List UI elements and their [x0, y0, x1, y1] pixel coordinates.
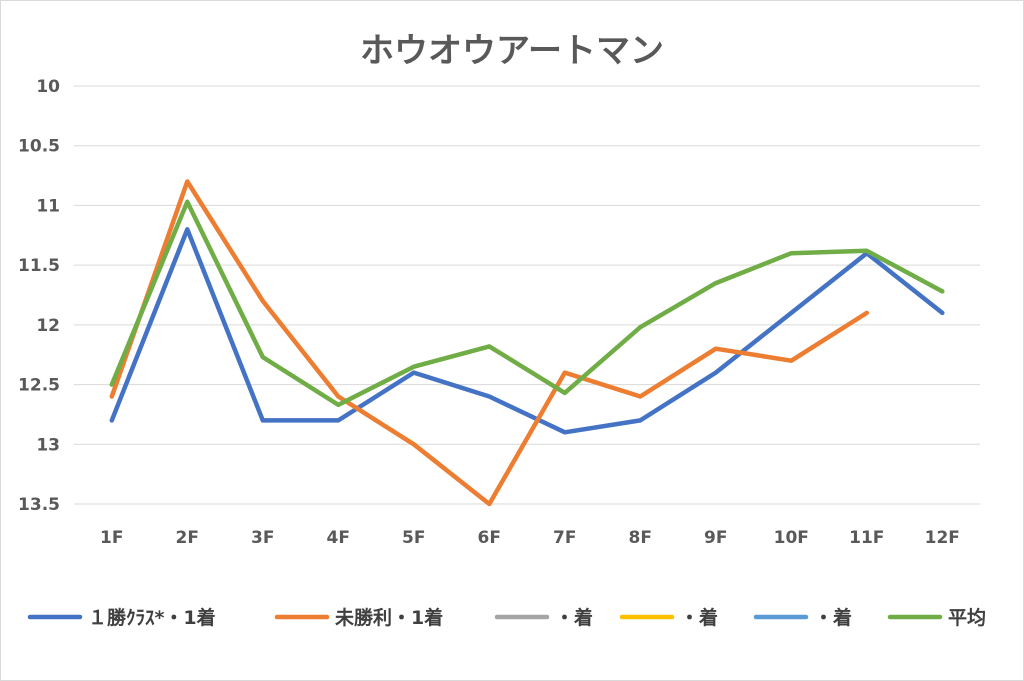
- legend-label-2: ・着: [555, 606, 593, 629]
- series-line-0: [109, 227, 945, 435]
- y-tick-label: 12.5: [18, 376, 60, 396]
- x-tick-label: 9F: [704, 528, 727, 548]
- legend-label-1: 未勝利・1着: [334, 606, 443, 629]
- x-tick-label: 12F: [925, 528, 960, 548]
- chart-title: ホウオウアートマン: [360, 31, 664, 71]
- x-axis-ticks: 1F 2F 3F 4F 5F 6F 7F 8F 9F 10F 11F 12F: [100, 528, 960, 548]
- legend-label-5: 平均: [948, 606, 986, 629]
- series-line-5: [109, 199, 945, 408]
- y-axis-ticks: 10 10.5 11 11.5 12 12.5 13 13.5: [18, 77, 60, 515]
- series-lines: [109, 179, 945, 507]
- series-line-1: [109, 179, 870, 507]
- x-tick-label: 2F: [176, 528, 199, 548]
- x-tick-label: 10F: [774, 528, 809, 548]
- x-tick-label: 8F: [629, 528, 652, 548]
- y-tick-label: 12: [36, 316, 60, 336]
- y-tick-label: 13: [36, 435, 60, 455]
- x-tick-label: 3F: [251, 528, 274, 548]
- x-tick-label: 1F: [100, 528, 123, 548]
- x-tick-label: 4F: [327, 528, 350, 548]
- y-tick-label: 13.5: [18, 495, 60, 515]
- x-tick-label: 6F: [478, 528, 501, 548]
- y-tick-label: 10.5: [18, 137, 60, 157]
- x-tick-label: 11F: [849, 528, 884, 548]
- x-tick-label: 5F: [402, 528, 425, 548]
- legend-label-3: ・着: [680, 606, 718, 629]
- legend: １勝ｸﾗｽ*・1着 未勝利・1着 ・着 ・着 ・着 平均: [27, 606, 986, 629]
- y-tick-label: 11.5: [18, 256, 60, 276]
- legend-label-4: ・着: [814, 606, 852, 629]
- legend-label-0: １勝ｸﾗｽ*・1着: [88, 606, 216, 629]
- y-tick-label: 11: [36, 196, 60, 216]
- x-tick-label: 7F: [553, 528, 576, 548]
- y-tick-label: 10: [36, 77, 60, 97]
